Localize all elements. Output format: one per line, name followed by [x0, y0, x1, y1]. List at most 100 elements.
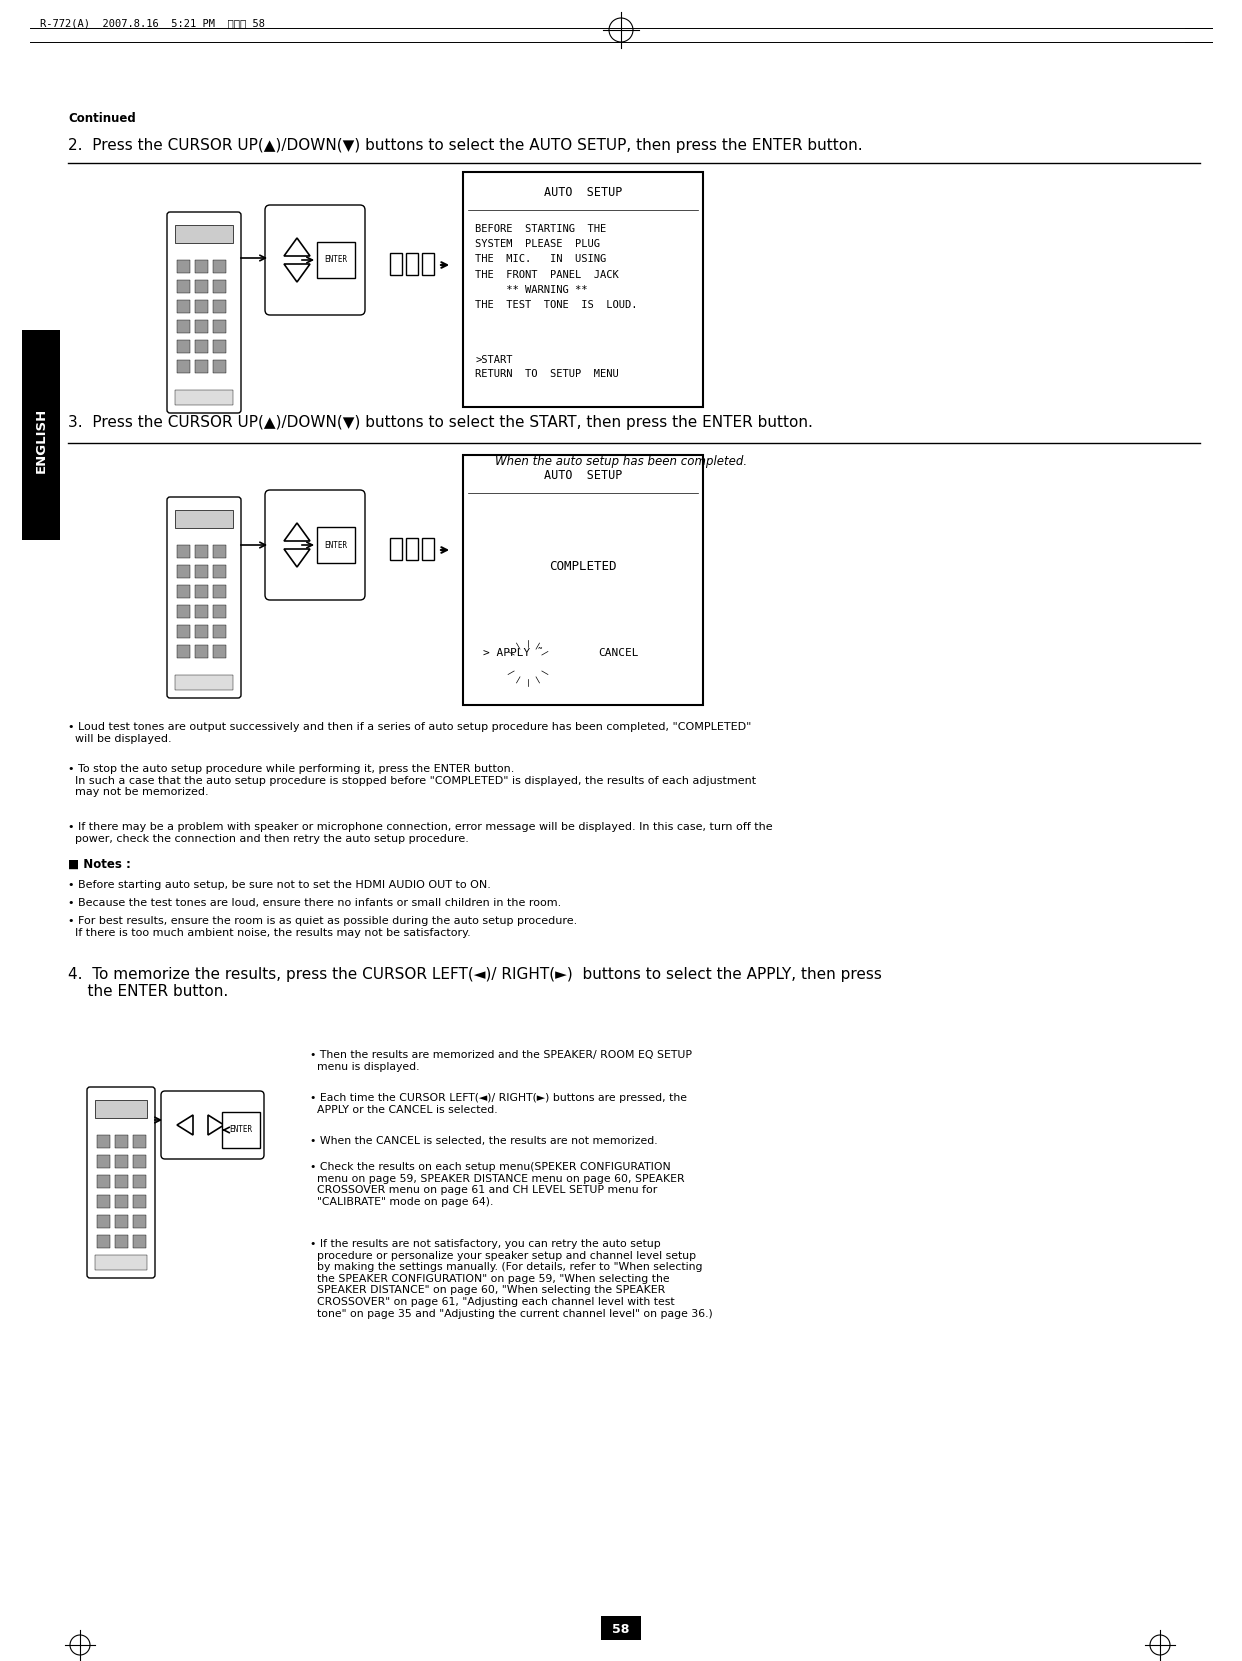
Bar [175, 510, 233, 528]
Bar [133, 1236, 147, 1247]
FancyBboxPatch shape [161, 1091, 265, 1159]
Text: ENGLISH: ENGLISH [35, 407, 47, 473]
Bar [178, 261, 190, 272]
Bar [133, 1134, 147, 1148]
FancyBboxPatch shape [265, 204, 365, 316]
Text: CANCEL: CANCEL [597, 648, 638, 658]
Bar [422, 538, 433, 560]
Text: • Loud test tones are output successively and then if a series of auto setup pro: • Loud test tones are output successivel… [68, 723, 751, 744]
Bar [212, 281, 226, 292]
Bar [22, 331, 60, 540]
Bar [97, 1236, 111, 1247]
Polygon shape [178, 1115, 193, 1134]
Bar [178, 644, 190, 658]
Bar [463, 455, 703, 704]
Bar [133, 1154, 147, 1168]
Text: • If the results are not satisfactory, you can retry the auto setup
  procedure : • If the results are not satisfactory, y… [310, 1239, 713, 1319]
Bar [133, 1194, 147, 1208]
Bar [212, 625, 226, 638]
Polygon shape [284, 523, 310, 541]
Bar [195, 341, 207, 354]
Text: ENTER: ENTER [230, 1126, 252, 1134]
Bar [317, 243, 355, 277]
Bar [178, 625, 190, 638]
Polygon shape [207, 1115, 224, 1134]
Bar [195, 360, 207, 374]
Text: • Before starting auto setup, be sure not to set the HDMI AUDIO OUT to ON.: • Before starting auto setup, be sure no… [68, 880, 491, 890]
Text: R-772(A)  2007.8.16  5:21 PM  페이지 58: R-772(A) 2007.8.16 5:21 PM 페이지 58 [40, 18, 265, 28]
Text: BEFORE  STARTING  THE
SYSTEM  PLEASE  PLUG
THE  MIC.   IN  USING
THE  FRONT  PAN: BEFORE STARTING THE SYSTEM PLEASE PLUG T… [474, 224, 637, 311]
Text: • When the CANCEL is selected, the results are not memorized.: • When the CANCEL is selected, the resul… [310, 1136, 657, 1146]
Bar [178, 341, 190, 354]
Text: AUTO  SETUP: AUTO SETUP [544, 186, 622, 199]
Bar [175, 224, 233, 243]
Text: AUTO  SETUP: AUTO SETUP [544, 468, 622, 482]
Bar [195, 644, 207, 658]
Bar [212, 545, 226, 558]
Bar [195, 585, 207, 598]
Bar [390, 538, 402, 560]
Text: • For best results, ensure the room is as quiet as possible during the auto setu: • For best results, ensure the room is a… [68, 915, 578, 937]
Text: ENTER: ENTER [324, 540, 348, 550]
Bar [212, 321, 226, 332]
Text: • Check the results on each setup menu(SPEKER CONFIGURATION
  menu on page 59, S: • Check the results on each setup menu(S… [310, 1163, 684, 1208]
Bar [195, 301, 207, 312]
Bar [195, 625, 207, 638]
Bar [212, 261, 226, 272]
Bar [133, 1214, 147, 1227]
FancyBboxPatch shape [87, 1086, 155, 1277]
Text: Continued: Continued [68, 111, 135, 125]
Bar [212, 605, 226, 618]
FancyBboxPatch shape [166, 497, 241, 698]
Bar [97, 1194, 111, 1208]
Bar [94, 1256, 147, 1271]
Bar [97, 1174, 111, 1188]
Bar [116, 1236, 128, 1247]
Text: 58: 58 [612, 1623, 630, 1636]
Bar [178, 605, 190, 618]
Polygon shape [284, 238, 310, 256]
Bar [94, 1100, 147, 1118]
Bar [195, 565, 207, 578]
Text: 3.  Press the CURSOR UP(▲)/DOWN(▼) buttons to select the START, then press the E: 3. Press the CURSOR UP(▲)/DOWN(▼) button… [68, 415, 812, 430]
Text: • Then the results are memorized and the SPEAKER/ ROOM EQ SETUP
  menu is displa: • Then the results are memorized and the… [310, 1050, 692, 1071]
Bar [116, 1174, 128, 1188]
Bar [97, 1154, 111, 1168]
Bar [178, 565, 190, 578]
Text: > APPLY ˜: > APPLY ˜ [483, 648, 544, 658]
Bar [116, 1134, 128, 1148]
Text: • Each time the CURSOR LEFT(◄)/ RIGHT(►) buttons are pressed, the
  APPLY or the: • Each time the CURSOR LEFT(◄)/ RIGHT(►)… [310, 1093, 687, 1115]
Text: 2.  Press the CURSOR UP(▲)/DOWN(▼) buttons to select the AUTO SETUP, then press : 2. Press the CURSOR UP(▲)/DOWN(▼) button… [68, 138, 863, 153]
FancyBboxPatch shape [265, 490, 365, 600]
Text: • To stop the auto setup procedure while performing it, press the ENTER button.
: • To stop the auto setup procedure while… [68, 764, 756, 797]
Bar [222, 1111, 260, 1148]
Bar [601, 1616, 641, 1639]
Bar [195, 545, 207, 558]
Polygon shape [284, 550, 310, 566]
Bar [97, 1134, 111, 1148]
Polygon shape [284, 264, 310, 282]
Bar [175, 674, 233, 689]
Bar [178, 281, 190, 292]
Bar [178, 301, 190, 312]
Bar [178, 321, 190, 332]
Text: • Because the test tones are loud, ensure there no infants or small children in : • Because the test tones are loud, ensur… [68, 899, 561, 909]
Bar [390, 252, 402, 276]
Bar [116, 1214, 128, 1227]
Bar [178, 585, 190, 598]
Bar [116, 1154, 128, 1168]
Bar [178, 545, 190, 558]
Bar [212, 360, 226, 374]
Bar [212, 341, 226, 354]
Bar [406, 252, 419, 276]
Text: COMPLETED: COMPLETED [549, 560, 617, 573]
Text: ■ Notes :: ■ Notes : [68, 859, 130, 870]
Text: • If there may be a problem with speaker or microphone connection, error message: • If there may be a problem with speaker… [68, 822, 773, 844]
Bar [212, 565, 226, 578]
Text: >START
RETURN  TO  SETUP  MENU: >START RETURN TO SETUP MENU [474, 355, 619, 379]
Bar [195, 261, 207, 272]
Bar [422, 252, 433, 276]
Bar [195, 281, 207, 292]
Text: When the auto setup has been completed.: When the auto setup has been completed. [496, 455, 746, 468]
Bar [463, 173, 703, 407]
